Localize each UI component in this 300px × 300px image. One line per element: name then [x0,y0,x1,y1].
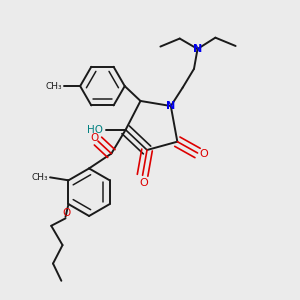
Text: HO: HO [87,125,103,135]
Text: CH₃: CH₃ [32,173,49,182]
Text: O: O [90,133,98,142]
Text: O: O [140,178,148,188]
Text: O: O [200,149,208,160]
Text: N: N [166,101,176,111]
Text: O: O [62,208,70,218]
Text: N: N [193,44,202,54]
Text: CH₃: CH₃ [46,82,62,91]
